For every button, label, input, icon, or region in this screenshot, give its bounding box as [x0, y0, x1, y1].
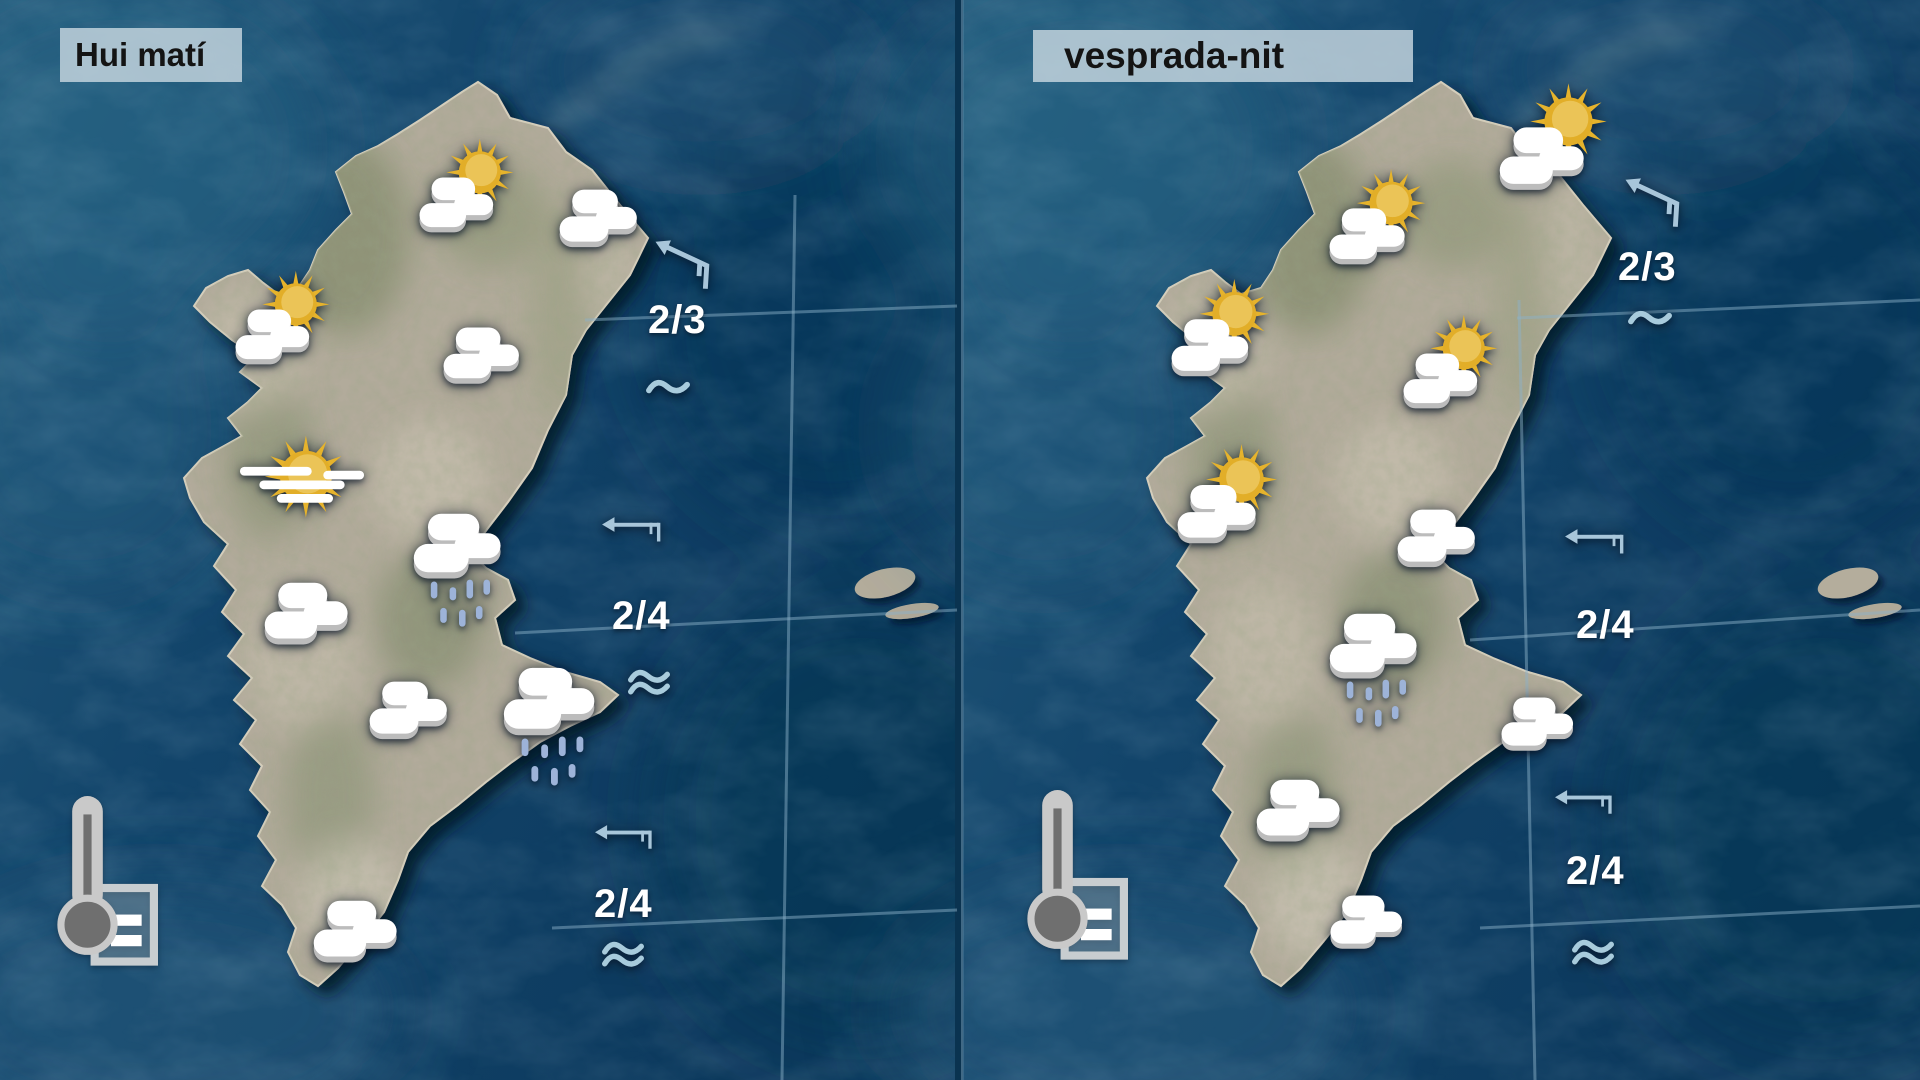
panel-title-morning: Hui matí	[60, 28, 242, 82]
panel-divider	[955, 0, 963, 1080]
map-panel-evening	[873, 0, 1920, 1080]
graticule-lines	[514, 194, 1920, 1080]
panel-divider-line	[961, 0, 964, 1080]
panel-title-evening: vesprada-nit	[1033, 30, 1413, 82]
